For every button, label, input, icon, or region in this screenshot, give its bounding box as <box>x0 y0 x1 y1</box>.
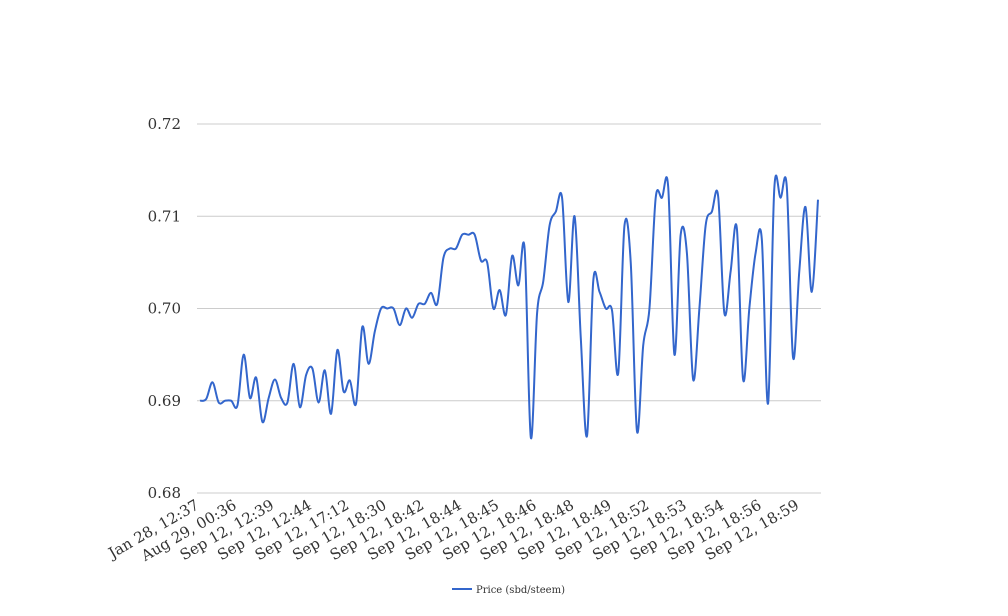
y-tick-label: 0.69 <box>148 392 181 410</box>
legend-label: Price (sbd/steem) <box>476 585 565 596</box>
series-layer <box>199 174 819 440</box>
y-axis-tick-labels: 0.72 0.71 0.70 0.69 0.68 <box>148 115 181 502</box>
y-tick-label: 0.70 <box>148 300 181 318</box>
series-line-price <box>199 174 819 440</box>
y-tick-label: 0.71 <box>148 207 181 225</box>
legend: Price (sbd/steem) <box>452 585 565 596</box>
y-tick-label: 0.68 <box>148 484 181 502</box>
y-tick-label: 0.72 <box>148 115 181 133</box>
